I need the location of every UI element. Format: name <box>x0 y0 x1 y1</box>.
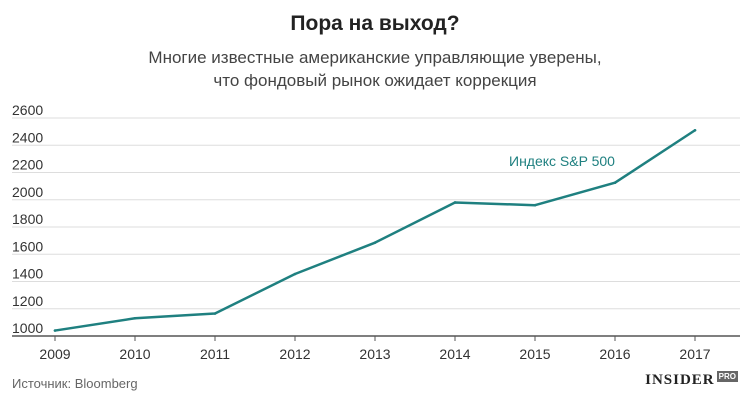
series-label: Индекс S&P 500 <box>509 153 615 169</box>
x-tick-labels: 2009 2010 2011 2012 2013 2014 2015 2016 2017 <box>39 336 711 362</box>
grid-lines <box>12 117 740 337</box>
subtitle-line-1: Многие известные американские управляющи… <box>148 48 602 67</box>
y-tick-label: 1400 <box>12 266 43 282</box>
x-tick-label: 2010 <box>119 346 150 362</box>
data-point <box>453 201 457 204</box>
y-tick-labels: 1000 1200 1400 1600 1800 2000 2200 2400 2600 <box>12 102 43 336</box>
x-tick-label: 2016 <box>599 346 630 362</box>
data-point <box>213 312 217 315</box>
data-point <box>133 316 137 320</box>
y-tick-label: 1600 <box>12 238 43 254</box>
x-tick-label: 2012 <box>279 346 310 362</box>
series-layer: Индекс S&P 500 <box>53 128 697 332</box>
data-point <box>533 203 537 207</box>
y-tick-label: 2400 <box>12 129 43 145</box>
x-tick-label: 2017 <box>679 346 710 362</box>
subtitle-line-2: что фондовый рынок ожидает коррекция <box>213 71 537 90</box>
y-tick-label: 2200 <box>12 157 43 173</box>
data-point <box>373 241 377 244</box>
data-point <box>693 128 697 132</box>
x-tick-label: 2013 <box>359 346 390 362</box>
logo-badge: PRO <box>716 371 738 382</box>
x-tick-label: 2014 <box>439 346 470 362</box>
chart-title: Пора на выход? <box>290 12 460 35</box>
y-tick-label: 1800 <box>12 211 43 227</box>
data-point <box>53 329 57 332</box>
logo-text: INSIDER <box>645 372 715 388</box>
y-tick-label: 1200 <box>12 293 43 309</box>
data-point <box>613 181 617 185</box>
chart-subtitle: Многие известные американские управляющи… <box>0 46 750 92</box>
x-tick-label: 2015 <box>519 346 550 362</box>
source-note: Источник: Bloomberg <box>12 376 138 391</box>
x-tick-label: 2011 <box>200 346 230 362</box>
x-tick-label: 2009 <box>39 346 70 362</box>
insider-pro-logo: INSIDER PRO <box>645 371 738 389</box>
data-point <box>293 272 297 276</box>
y-tick-label: 2000 <box>12 184 43 200</box>
y-tick-label: 1000 <box>12 320 43 336</box>
y-tick-label: 2600 <box>12 102 43 118</box>
